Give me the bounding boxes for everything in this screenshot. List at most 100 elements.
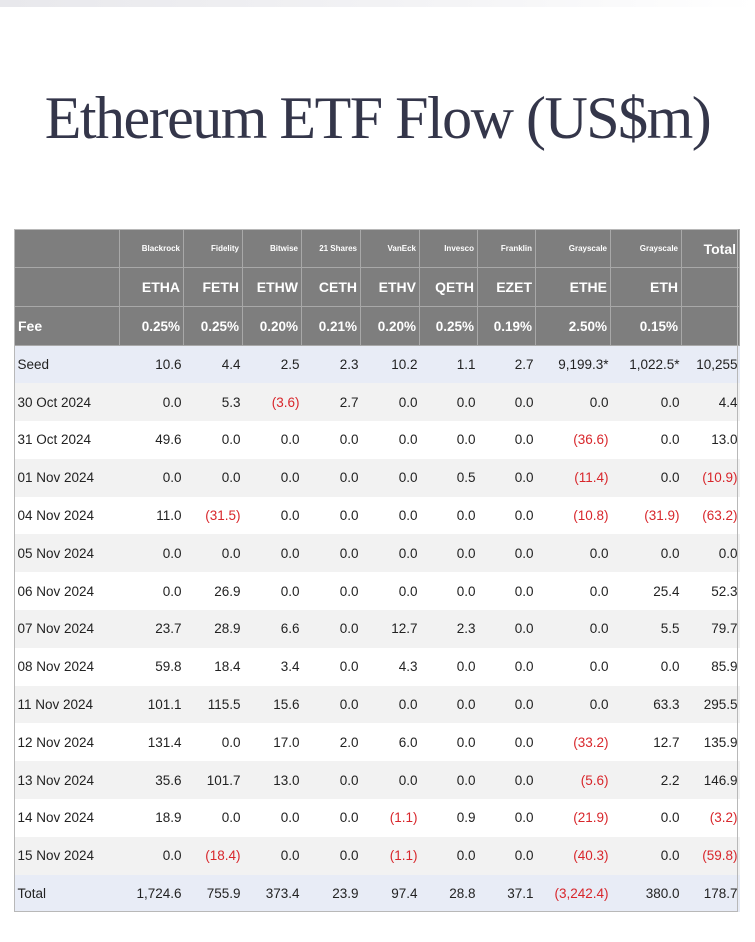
flow-cell: 2.7 — [339, 394, 359, 410]
flow-cell: (21.9) — [573, 810, 609, 826]
flow-cell: 0.0 — [339, 659, 359, 675]
flow-cell: 28.9 — [214, 621, 241, 637]
fee-header-row: Fee 0.25% 0.25% 0.20% 0.21% 0.20% 0.25% … — [14, 306, 740, 346]
flow-cell: 12.7 — [391, 621, 418, 637]
flow-cell: 26.9 — [214, 583, 241, 599]
row-total-cell: 79.7 — [711, 621, 738, 637]
ticker-header: ETHA — [119, 267, 184, 307]
row-label: 30 Oct 2024 — [17, 394, 92, 410]
flow-cell: (1.1) — [389, 810, 418, 826]
row-label: 11 Nov 2024 — [17, 697, 94, 713]
flow-cell: 0.0 — [514, 545, 534, 561]
flow-cell: 0.0 — [514, 621, 534, 637]
flow-cell: 0.0 — [221, 734, 241, 750]
flow-cell: (10.8) — [573, 508, 609, 524]
flow-cell: 28.8 — [449, 886, 476, 902]
flow-cell: (18.4) — [205, 848, 241, 864]
flow-cell: 0.0 — [398, 772, 418, 788]
flow-cell: 0.0 — [398, 545, 418, 561]
row-total-cell: (59.8) — [702, 848, 738, 864]
flow-cell: 0.0 — [589, 697, 609, 713]
corner-cell — [14, 229, 120, 268]
flow-cell: 0.0 — [162, 848, 182, 864]
row-total-cell: 0.0 — [718, 545, 738, 561]
flow-cell: 9,199.3* — [558, 357, 609, 373]
flow-cell: 1,724.6 — [136, 886, 182, 902]
flow-cell: 373.4 — [265, 886, 300, 902]
fee-value: 0.25% — [419, 306, 478, 346]
flow-cell: (36.6) — [573, 432, 609, 448]
fee-value: 0.15% — [610, 306, 682, 346]
flow-cell: 2.5 — [280, 357, 300, 373]
row-total-cell: 10,255 — [696, 357, 738, 373]
flow-cell: 0.0 — [221, 470, 241, 486]
table-row: 15 Nov 2024 0.0 (18.4) 0.0 0.0 (1.1) 0.0 0.0 (40… — [14, 836, 740, 875]
table-row: 01 Nov 2024 0.0 0.0 0.0 0.0 0.0 0.5 0.0 (11.4) 0.… — [14, 458, 740, 497]
flow-cell: 23.9 — [332, 886, 359, 902]
flow-cell: 2.3 — [456, 621, 476, 637]
row-total-cell: (3.2) — [709, 810, 738, 826]
flow-cell: 0.0 — [398, 394, 418, 410]
row-label: Total — [17, 886, 47, 902]
flow-cell: 0.0 — [514, 848, 534, 864]
flow-cell: (31.9) — [644, 508, 680, 524]
ticker-header: ETH — [610, 267, 682, 307]
ticker-header-row: ETHA FETH ETHW CETH ETHV QETH EZET ETHE … — [14, 267, 740, 307]
fee-value: 0.25% — [119, 306, 184, 346]
flow-cell: 6.0 — [398, 734, 418, 750]
table-row: 07 Nov 2024 23.7 28.9 6.6 0.0 12.7 2.3 0.0 0.0 5.… — [14, 610, 740, 648]
row-label: 14 Nov 2024 — [17, 810, 95, 826]
fee-value: 2.50% — [535, 306, 611, 346]
row-label: 06 Nov 2024 — [17, 583, 95, 599]
flow-cell: 0.0 — [456, 394, 476, 410]
flow-cell: 0.0 — [398, 697, 418, 713]
flow-cell: (3.6) — [271, 394, 300, 410]
fee-value: 0.21% — [301, 306, 361, 346]
flow-cell: 0.0 — [280, 545, 300, 561]
table-row: 06 Nov 2024 0.0 26.9 0.0 0.0 0.0 0.0 0.0 0.0 25.4… — [14, 572, 740, 611]
issuer-header: VanEck — [360, 229, 420, 268]
flow-cell: 6.6 — [280, 621, 300, 637]
flow-cell: 101.1 — [147, 697, 182, 713]
issuer-header: Blackrock — [119, 229, 184, 268]
flow-cell: 18.9 — [155, 810, 182, 826]
flow-cell: 4.4 — [221, 357, 241, 373]
flow-cell: 0.0 — [162, 470, 182, 486]
flow-cell: 5.5 — [660, 621, 680, 637]
flow-cell: 380.0 — [645, 886, 680, 902]
ticker-header: ETHW — [242, 267, 302, 307]
flow-cell: 0.0 — [339, 470, 359, 486]
flow-cell: 0.0 — [589, 545, 609, 561]
flow-cell: (1.1) — [389, 848, 418, 864]
row-total-cell: 13.0 — [711, 432, 738, 448]
flow-cell: 1.1 — [456, 357, 476, 373]
flow-cell: 0.0 — [514, 508, 534, 524]
row-label: 12 Nov 2024 — [17, 734, 95, 750]
total-row: Total 1,724.6 755.9 373.4 23.9 97.4 28.8 37.1 (3… — [14, 874, 740, 913]
row-label: 07 Nov 2024 — [17, 621, 95, 637]
issuer-header-row: Blackrock Fidelity Bitwise 21 Shares Van… — [14, 229, 740, 268]
row-label: Seed — [17, 357, 50, 373]
flow-cell: 0.0 — [660, 659, 680, 675]
flow-cell: 0.0 — [514, 697, 534, 713]
flow-cell: 0.0 — [514, 772, 534, 788]
row-total-cell: 85.9 — [711, 659, 738, 675]
seed-row: Seed 10.6 4.4 2.5 2.3 10.2 1.1 2.7 9,199.3* 1,022… — [14, 345, 740, 384]
issuer-header: Bitwise — [242, 229, 302, 268]
top-bar — [0, 0, 755, 7]
row-total-cell: 135.9 — [703, 734, 738, 750]
table-row: 13 Nov 2024 35.6 101.7 13.0 0.0 0.0 0.0 0.0 (5.6… — [14, 761, 740, 800]
flow-cell: 0.0 — [589, 659, 609, 675]
table-row: 31 Oct 2024 49.6 0.0 0.0 0.0 0.0 0.0 0.0 (36.6) 0… — [14, 421, 740, 459]
flow-cell: 0.0 — [339, 583, 359, 599]
flow-cell: 2.7 — [514, 357, 534, 373]
ticker-header: QETH — [419, 267, 478, 307]
flow-cell: 97.4 — [391, 886, 418, 902]
flow-cell: 59.8 — [155, 659, 182, 675]
flow-cell: 2.3 — [339, 357, 359, 373]
page-title: Ethereum ETF Flow (US$m) — [44, 85, 712, 151]
flow-cell: 0.0 — [589, 583, 609, 599]
flow-cell: 0.0 — [339, 432, 359, 448]
ticker-header: ETHE — [535, 267, 611, 307]
flow-cell: 0.0 — [456, 734, 476, 750]
